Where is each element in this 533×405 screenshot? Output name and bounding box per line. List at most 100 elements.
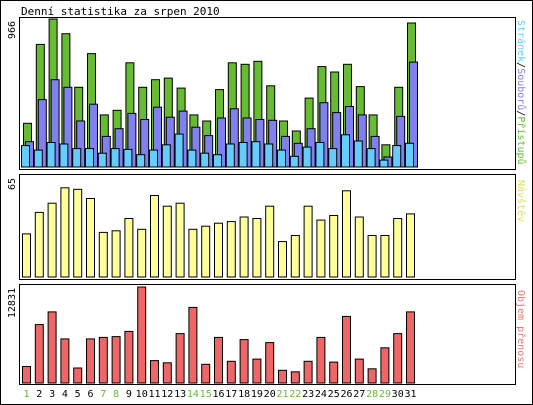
bar-objem-27 (354, 358, 364, 384)
bar-navstevy-12 (162, 205, 172, 278)
day-label-10: 10 (136, 389, 148, 400)
day-label-13: 13 (174, 389, 186, 400)
bar-objem-15 (201, 363, 211, 384)
bottom-series-label: Objem přenosu (515, 290, 527, 368)
day-label-9: 9 (126, 389, 132, 400)
top-bars (21, 18, 418, 168)
day-label-16: 16 (212, 389, 224, 400)
bar-navstevy-10 (137, 228, 147, 278)
day-label-7: 7 (100, 389, 106, 400)
day-label-4: 4 (62, 389, 68, 400)
day-label-23: 23 (302, 389, 314, 400)
bar-objem-20 (265, 342, 275, 384)
bar-navstevy-5 (73, 188, 83, 278)
bar-navstevy-8 (111, 230, 121, 278)
top-ymax-label: 966 (7, 21, 18, 39)
bar-stranky-31 (405, 142, 414, 168)
bar-stranky-11 (149, 149, 158, 168)
day-label-28: 28 (366, 389, 378, 400)
bar-navstevy-17 (226, 221, 236, 278)
label-sep-1: / (515, 62, 526, 68)
day-label-6: 6 (87, 389, 93, 400)
bar-navstevy-19 (252, 218, 262, 278)
day-label-17: 17 (225, 389, 237, 400)
bar-objem-21 (278, 369, 287, 384)
bottom-ymax-label: 12831 (7, 288, 18, 318)
bar-stranky-24 (315, 142, 325, 168)
day-label-26: 26 (340, 389, 352, 400)
bar-navstevy-9 (124, 218, 134, 278)
middle-series-label: Návštěv (515, 180, 527, 222)
middle-ymax-label: 65 (7, 178, 18, 190)
day-label-27: 27 (353, 389, 365, 400)
day-label-18: 18 (238, 389, 250, 400)
day-label-14: 14 (187, 389, 199, 400)
bar-navstevy-21 (278, 241, 287, 278)
day-label-11: 11 (148, 389, 160, 400)
bar-navstevy-25 (329, 215, 339, 278)
bar-navstevy-29 (380, 235, 390, 278)
bar-stranky-28 (366, 148, 376, 168)
label-sep-2: / (515, 110, 526, 116)
bar-stranky-22 (289, 155, 299, 168)
bar-navstevy-15 (201, 225, 211, 278)
bar-objem-5 (73, 367, 83, 384)
bar-stranky-12 (161, 144, 171, 168)
day-label-1: 1 (23, 389, 29, 400)
bar-objem-23 (303, 360, 313, 384)
bar-navstevy-2 (34, 211, 44, 278)
bar-navstevy-20 (265, 205, 275, 278)
bar-stranky-3 (46, 142, 56, 168)
bar-navstevy-22 (290, 235, 300, 278)
day-label-30: 30 (392, 389, 404, 400)
bar-stranky-20 (264, 143, 274, 168)
bar-navstevy-13 (175, 202, 185, 278)
bar-stranky-23 (302, 146, 312, 168)
day-label-25: 25 (328, 389, 340, 400)
bar-objem-29 (380, 347, 390, 384)
day-label-19: 19 (251, 389, 263, 400)
bar-objem-11 (150, 360, 159, 384)
bar-stranky-14 (187, 149, 197, 168)
bar-objem-1 (22, 366, 31, 384)
bar-objem-6 (86, 338, 95, 384)
bar-stranky-10 (136, 154, 146, 168)
bar-objem-9 (124, 330, 134, 384)
bar-navstevy-26 (342, 190, 351, 278)
bar-objem-25 (329, 361, 339, 384)
label-stranky: Stránek (515, 20, 527, 62)
bar-navstevy-14 (188, 228, 198, 278)
bar-navstevy-30 (393, 218, 403, 278)
bar-stranky-2 (33, 149, 43, 168)
day-label-21: 21 (276, 389, 288, 400)
bottom-bars (22, 286, 415, 384)
bar-stranky-4 (59, 143, 69, 168)
bar-navstevy-4 (60, 187, 70, 278)
bar-stranky-1 (21, 145, 30, 168)
day-label-15: 15 (200, 389, 212, 400)
bar-stranky-21 (277, 149, 286, 168)
bar-objem-2 (34, 324, 44, 384)
bar-navstevy-28 (367, 235, 377, 278)
bar-stranky-8 (110, 148, 120, 168)
bottom-panel: 12831 Objem přenosu (7, 284, 527, 385)
bar-stranky-16 (213, 154, 222, 168)
top-series-label: Stránek/Souborů/Přístupů (515, 20, 527, 165)
bar-stranky-19 (251, 141, 261, 168)
label-soubory: Souborů (515, 68, 527, 110)
bar-navstevy-1 (22, 233, 31, 278)
bar-objem-28 (367, 368, 377, 384)
bar-objem-14 (188, 306, 198, 384)
bar-objem-19 (252, 358, 262, 384)
bar-objem-17 (226, 360, 236, 384)
label-pristupy: Přístupů (515, 116, 527, 164)
day-label-2: 2 (36, 389, 42, 400)
day-label-5: 5 (75, 389, 81, 400)
bar-stranky-5 (72, 148, 82, 168)
bar-stranky-27 (353, 140, 363, 168)
bar-objem-26 (342, 315, 351, 384)
bar-objem-7 (98, 336, 108, 384)
chart-title: Denní statistika za srpen 2010 (21, 5, 220, 18)
